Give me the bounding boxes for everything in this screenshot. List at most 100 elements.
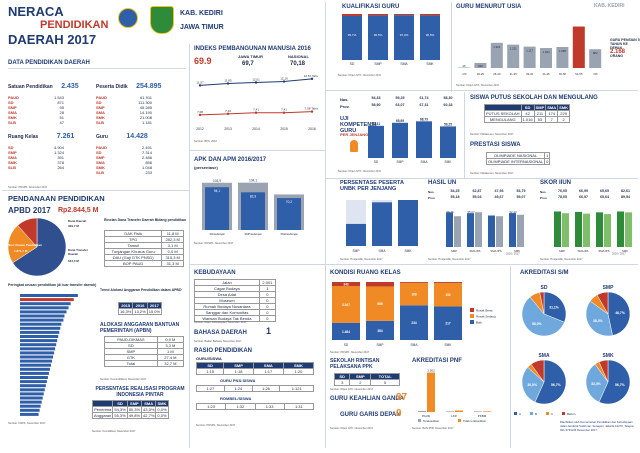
hasil-un-bar xyxy=(496,216,503,247)
peringkat-bar xyxy=(20,326,61,330)
kualifikasi-category: SMA xyxy=(400,62,408,66)
pip-table: SD SMP SMA SMK Penerima 54,3% 50,3% 43,5% 0,0% An… xyxy=(91,400,169,419)
province-name: JAWA TIMUR xyxy=(180,24,224,31)
value-cell: 67,31 xyxy=(419,103,429,107)
value-cell: 55,04 xyxy=(472,195,482,199)
stat-row-label: SMP xyxy=(8,150,17,155)
peringkat-bar-chart xyxy=(20,294,78,416)
stat-row-label: SMK xyxy=(8,115,17,120)
apk-bar-chart: 103,9 94,1 SD/sederajat 104,1 82,9 SMP/sedera… xyxy=(202,179,304,236)
ipm-value: 69.9 xyxy=(194,56,212,66)
pnf-title: AKREDITASI PNF xyxy=(412,358,462,364)
table-cell: 1:27 xyxy=(196,385,225,392)
ipm-title: INDEKS PEMBANGUNAN MANUSIA 2016 xyxy=(194,46,311,52)
peringkat-bar xyxy=(20,396,43,400)
keahlian-value: 37 xyxy=(396,392,408,403)
alokasi-table: PAUD-DIKMAS 0,9 M SD 3,3 M SMP 1 M GTK 27,4 M To… xyxy=(104,336,185,367)
stat-row: SMK 1.048 xyxy=(96,165,152,170)
apk-title: APK DAN APM 2016/2017 xyxy=(194,157,267,163)
kondisi-bar xyxy=(366,286,394,321)
kondisi-title: KONDISI RUANG KELAS xyxy=(330,270,401,276)
bahasa-value: 1 xyxy=(266,326,272,336)
ipm-prov-value: 69,7 xyxy=(242,61,254,67)
table-cell: 55,3% xyxy=(112,412,128,419)
rasio-ps-title: GURU PNS:SISWA xyxy=(220,378,256,383)
apm-bar xyxy=(277,198,301,230)
usia-bar xyxy=(572,26,585,69)
unbk-source: Sumber: Puspendik, November 2017 xyxy=(340,258,383,261)
ukg-bar-chart: 60,31 SD 65,99 SMP 68,79 SMA 59,25 SMK xyxy=(368,117,456,164)
stat-row-value: 7.314 xyxy=(141,150,152,155)
ukg-label: 60,31 xyxy=(372,122,380,126)
kualifikasi-s1-bar xyxy=(342,15,362,60)
usia-category: 51-55 xyxy=(575,72,583,76)
kualifikasi-label: 96,5% xyxy=(426,33,435,37)
table-cell: 49,8% xyxy=(126,412,143,419)
dpd-title: DATA PENDIDIKAN DAERAH xyxy=(8,60,90,66)
kondisi-label: 686 xyxy=(377,302,383,306)
ipm-x-tick: 2013 xyxy=(224,127,232,131)
kondisi-category: SMP xyxy=(377,343,384,347)
ukg-person-icon xyxy=(350,140,358,152)
stat-row: PAUD 1.543 xyxy=(8,95,64,100)
ruang-label: Ruang Kelas xyxy=(8,134,39,140)
kondisi-source: Sumber: PDSPK, November 2017 xyxy=(330,351,370,354)
table-cell: 3 xyxy=(333,379,351,386)
table-cell: Penerima xyxy=(91,406,114,413)
stat-row: SMA 856 xyxy=(96,160,152,165)
peringkat-bar xyxy=(20,400,42,404)
peringkat-bar xyxy=(20,322,62,326)
column-header: SMK xyxy=(155,400,169,407)
stat-row: SMK 21.008 xyxy=(96,115,152,120)
table-cell: 1:33 xyxy=(254,403,285,410)
akreditasi-pie-label: 30,0% xyxy=(527,383,537,387)
table-row: 1:15 1:18 1:17 1:20 xyxy=(195,368,315,375)
peserta-block: Peserta Didik 254.895 PAUD 61.911 SD 111.30… xyxy=(96,75,186,125)
stat-row: SD 111.300 xyxy=(96,100,152,105)
stat-row-value: 51 xyxy=(59,115,64,120)
ipm-point-label: 12,16 xyxy=(280,77,288,81)
kondisi-legend-swatch xyxy=(470,314,474,318)
pnf-bar xyxy=(446,411,454,412)
pnf-bar xyxy=(483,411,491,412)
title-line2: PENDIDIKAN xyxy=(40,19,109,31)
garis-source: Sumber: Ditjen GTK, November 2017 xyxy=(330,427,374,430)
akreditasi-pie-title: SMP xyxy=(603,285,615,291)
peringkat-bar xyxy=(20,392,44,396)
stat-row-label: SD xyxy=(8,100,14,105)
apm-bar xyxy=(241,192,265,230)
ipm-point-label: 7,58 Tahun xyxy=(305,107,318,111)
stat-row-label: SD xyxy=(96,150,102,155)
kondisi-legend-swatch xyxy=(470,320,474,324)
akreditasi-pie-slice xyxy=(539,291,545,315)
ipm-nas-label: NASIONAL xyxy=(288,54,309,59)
stat-row-value: 856 xyxy=(145,160,152,165)
pendanaan-pie-slice xyxy=(7,225,38,264)
usia-label: 26 xyxy=(462,64,466,68)
skor-bar xyxy=(575,211,582,247)
usia-note-value: 2.168 xyxy=(610,49,626,55)
stat-row-label: SMA xyxy=(8,155,17,160)
stat-row: SD 4.904 xyxy=(8,145,64,150)
kebudayaan-title: KEBUDAYAAN xyxy=(194,270,236,276)
hasil-un-prov-values: 55,18 55,04 49,67 55,07 xyxy=(444,195,532,199)
pnf-bar xyxy=(418,410,426,412)
stat-row: SD 871 xyxy=(8,100,64,105)
stat-row: SLB 1.181 xyxy=(96,120,152,125)
value-cell: 66,97 xyxy=(579,195,588,199)
hasil-un-bar xyxy=(475,212,482,247)
value-cell: 60,33 xyxy=(443,103,453,107)
peringkat-bar xyxy=(20,367,50,371)
table-cell: 15,0% xyxy=(146,308,163,315)
kondisi-label: 217 xyxy=(445,322,451,326)
kualifikasi-s1-bar xyxy=(394,15,414,61)
rasio-ps-table: 1:27 1:24 1:26 1:121 xyxy=(196,385,314,392)
usia-label: 1.316 xyxy=(493,45,500,49)
rincian-title: Rincian Dana Transfer Daerah Bidang pend… xyxy=(104,218,187,222)
table-row: 16,3% 13,2% 15,0% xyxy=(117,308,163,315)
transfer-label: Dana Transfer Daerah xyxy=(68,248,89,256)
table-cell: OLIMPIADE NASIONAL xyxy=(485,152,546,159)
peringkat-bar xyxy=(20,310,67,314)
ipm-x-tick: 2015 xyxy=(280,127,288,131)
